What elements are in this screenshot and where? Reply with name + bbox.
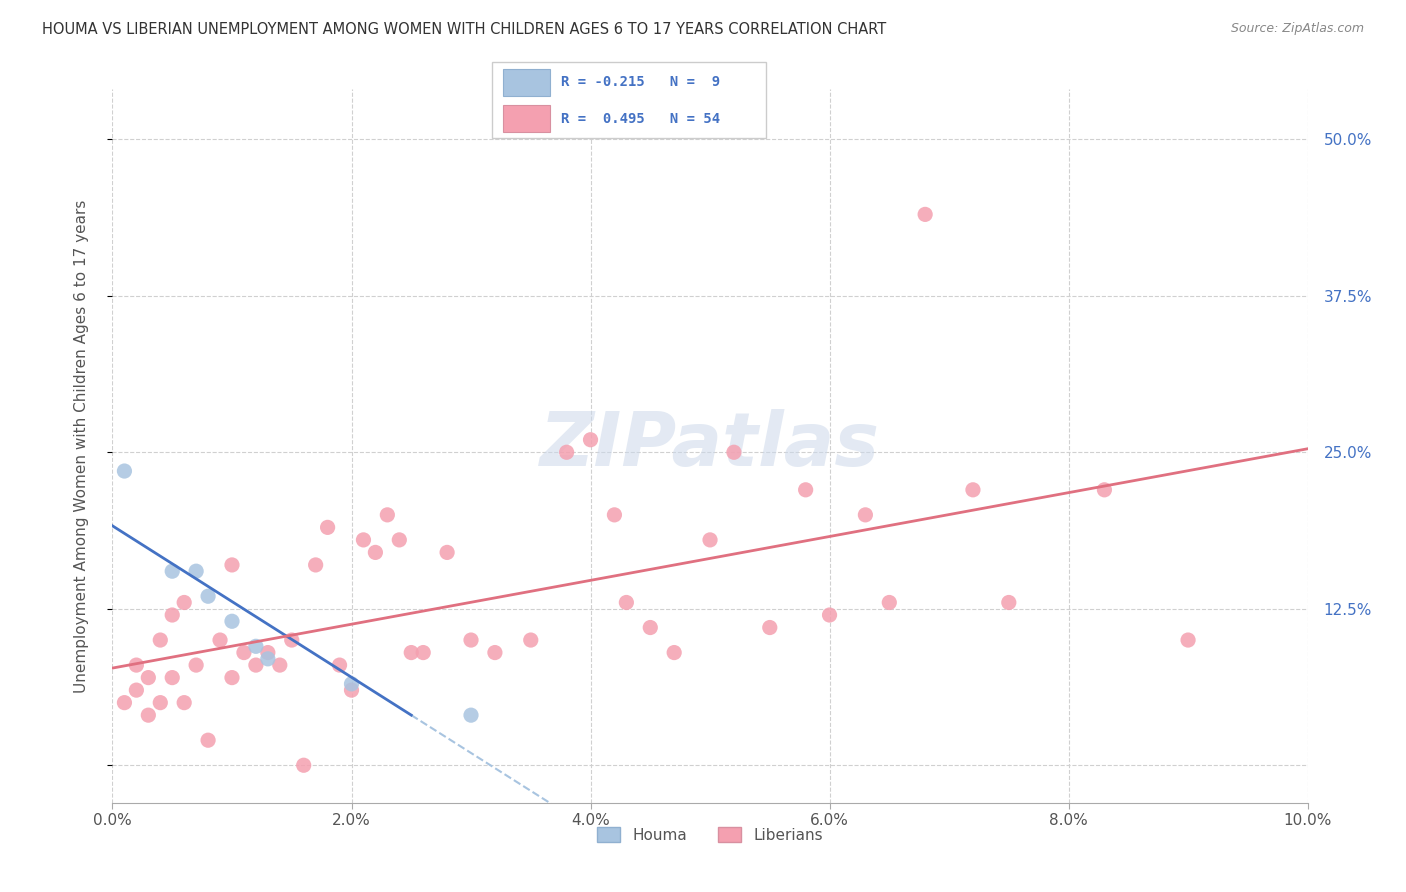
- Point: [616, 595, 638, 609]
- FancyBboxPatch shape: [503, 69, 550, 95]
- Point: [879, 595, 901, 609]
- Point: [197, 589, 219, 603]
- Point: [794, 483, 817, 497]
- Point: [245, 658, 267, 673]
- Text: R =  0.495   N = 54: R = 0.495 N = 54: [561, 112, 720, 126]
- Point: [436, 545, 458, 559]
- Point: [114, 696, 135, 710]
- Point: [460, 708, 482, 723]
- Point: [412, 646, 434, 660]
- Point: [138, 708, 160, 723]
- Legend: Houma, Liberians: Houma, Liberians: [592, 821, 828, 848]
- Point: [914, 207, 936, 221]
- Y-axis label: Unemployment Among Women with Children Ages 6 to 17 years: Unemployment Among Women with Children A…: [75, 199, 89, 693]
- FancyBboxPatch shape: [492, 62, 766, 138]
- Point: [162, 564, 183, 578]
- Point: [603, 508, 626, 522]
- Point: [245, 640, 267, 654]
- Point: [162, 607, 183, 622]
- Point: [460, 633, 482, 648]
- Point: [520, 633, 543, 648]
- Point: [149, 633, 172, 648]
- Point: [364, 545, 387, 559]
- Point: [1177, 633, 1199, 648]
- Point: [162, 671, 183, 685]
- Point: [998, 595, 1021, 609]
- Point: [173, 696, 195, 710]
- Point: [281, 633, 304, 648]
- Point: [555, 445, 578, 459]
- Point: [353, 533, 375, 547]
- Point: [305, 558, 328, 572]
- Text: Source: ZipAtlas.com: Source: ZipAtlas.com: [1230, 22, 1364, 36]
- Point: [962, 483, 984, 497]
- Point: [388, 533, 411, 547]
- Point: [377, 508, 399, 522]
- Point: [149, 696, 172, 710]
- Point: [818, 607, 841, 622]
- Point: [269, 658, 291, 673]
- Point: [1094, 483, 1116, 497]
- Point: [340, 677, 363, 691]
- Point: [114, 464, 135, 478]
- Point: [125, 683, 148, 698]
- Point: [186, 658, 208, 673]
- Point: [664, 646, 686, 660]
- Point: [257, 646, 280, 660]
- Point: [699, 533, 721, 547]
- Text: HOUMA VS LIBERIAN UNEMPLOYMENT AMONG WOMEN WITH CHILDREN AGES 6 TO 17 YEARS CORR: HOUMA VS LIBERIAN UNEMPLOYMENT AMONG WOM…: [42, 22, 886, 37]
- Point: [292, 758, 315, 772]
- Point: [125, 658, 148, 673]
- Point: [401, 646, 423, 660]
- Point: [329, 658, 352, 673]
- Point: [197, 733, 219, 747]
- Text: R = -0.215   N =  9: R = -0.215 N = 9: [561, 75, 720, 89]
- Point: [759, 621, 782, 635]
- Point: [221, 671, 243, 685]
- Point: [579, 433, 602, 447]
- Point: [186, 564, 208, 578]
- Point: [233, 646, 256, 660]
- Point: [640, 621, 662, 635]
- Point: [173, 595, 195, 609]
- Point: [221, 558, 243, 572]
- Point: [723, 445, 745, 459]
- Point: [221, 614, 243, 628]
- Text: ZIPatlas: ZIPatlas: [540, 409, 880, 483]
- FancyBboxPatch shape: [503, 105, 550, 132]
- Point: [855, 508, 877, 522]
- Point: [138, 671, 160, 685]
- Point: [257, 652, 280, 666]
- Point: [484, 646, 506, 660]
- Point: [340, 683, 363, 698]
- Point: [209, 633, 232, 648]
- Point: [316, 520, 339, 534]
